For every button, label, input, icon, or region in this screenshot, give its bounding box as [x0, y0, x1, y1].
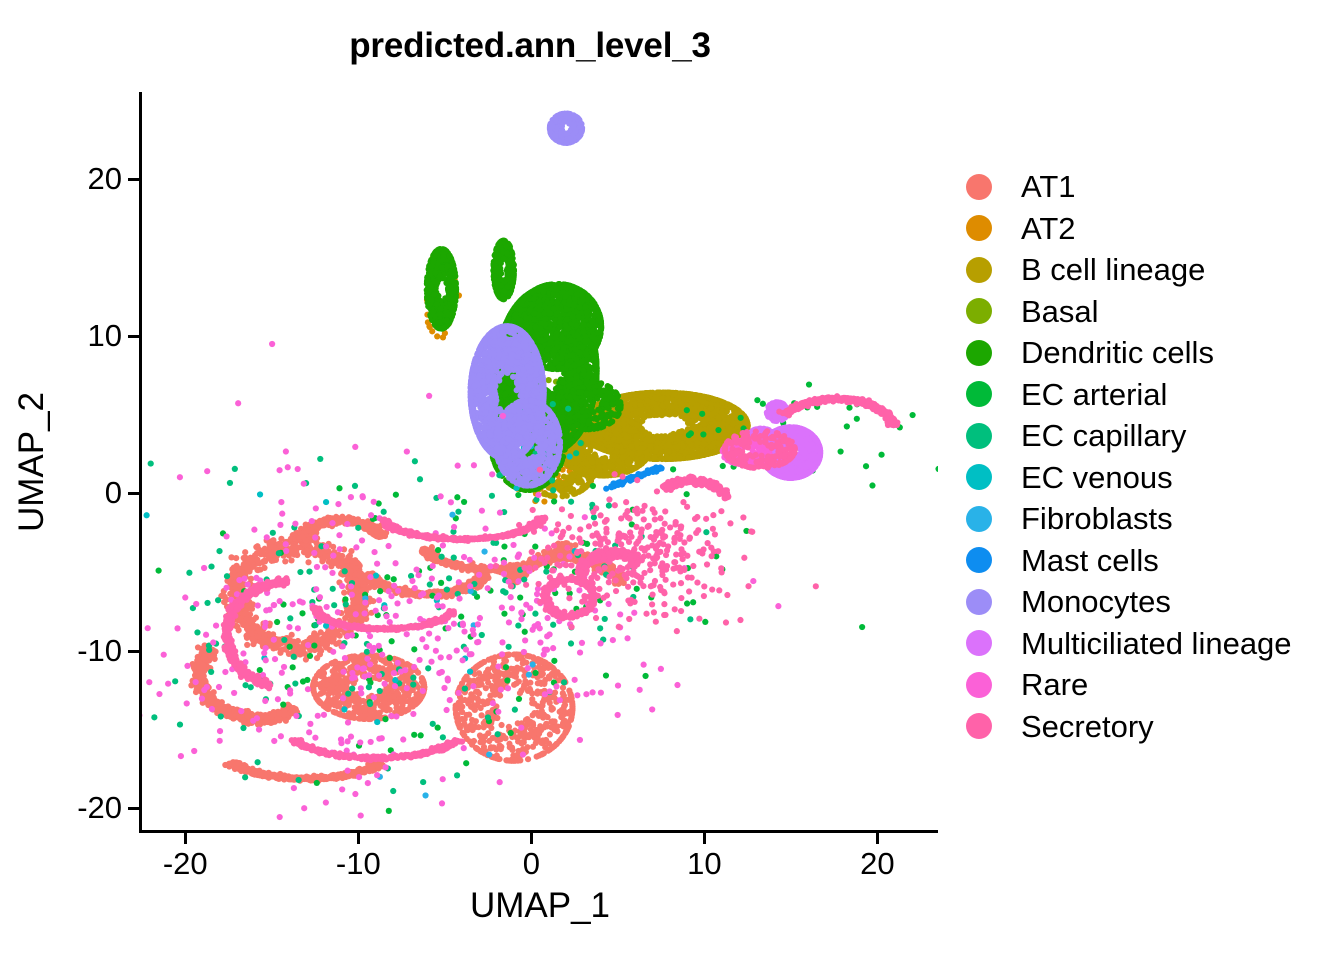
page-title: predicted.ann_level_3: [349, 26, 711, 65]
legend-item-ec-capillary[interactable]: EC capillary: [966, 415, 1344, 457]
legend-key-dot-icon: [966, 215, 992, 242]
legend-item-secretory[interactable]: Secretory: [966, 706, 1344, 748]
x-axis-title: UMAP_1: [469, 886, 611, 925]
legend-key-dot-icon: [966, 381, 992, 408]
legend-item-rare[interactable]: Rare: [966, 664, 1344, 706]
y-tick-mark: [128, 807, 139, 811]
legend-key-dot-icon: [966, 505, 992, 532]
legend-key-dot-icon: [966, 713, 992, 740]
x-tick-label: -10: [335, 846, 381, 881]
x-tick-label: -20: [162, 846, 208, 881]
legend-item-label: Rare: [1021, 667, 1089, 703]
y-tick-label: 0: [104, 475, 122, 511]
x-tick-label: 0: [522, 846, 540, 881]
legend-key-dot-icon: [966, 422, 992, 449]
legend-item-label: Secretory: [1021, 708, 1154, 744]
y-tick-mark: [128, 177, 139, 181]
x-axis-line: [139, 830, 938, 833]
y-tick-label: -10: [77, 632, 122, 668]
legend-key-dot-icon: [966, 298, 992, 325]
legend-item-label: AT1: [1021, 169, 1076, 205]
legend-key-dot-icon: [966, 547, 992, 574]
legend-item-at1[interactable]: AT1: [966, 166, 1344, 208]
legend-item-label: Monocytes: [1021, 584, 1171, 620]
x-tick-mark: [184, 833, 188, 844]
legend-key-dot-icon: [966, 256, 992, 283]
legend-item-multiciliated-lineage[interactable]: Multiciliated lineage: [966, 623, 1344, 665]
legend-item-dendritic-cells[interactable]: Dendritic cells: [966, 332, 1344, 374]
legend-key-dot-icon: [966, 464, 992, 491]
legend-item-ec-venous[interactable]: EC venous: [966, 457, 1344, 499]
y-tick-mark: [128, 492, 139, 496]
legend-key-dot-icon: [966, 173, 992, 200]
y-tick-label: 20: [87, 160, 122, 196]
x-tick-mark: [876, 833, 880, 844]
legend-item-label: Basal: [1021, 293, 1099, 329]
legend-item-label: AT2: [1021, 210, 1076, 246]
x-tick-mark: [357, 833, 361, 844]
y-axis-title: UMAP_2: [12, 391, 51, 533]
legend-item-fibroblasts[interactable]: Fibroblasts: [966, 498, 1344, 540]
plot-panel: [142, 92, 938, 832]
legend-key-dot-icon: [966, 588, 992, 615]
legend-key-dot-icon: [966, 339, 992, 366]
x-tick-mark: [530, 833, 534, 844]
legend-item-ec-arterial[interactable]: EC arterial: [966, 374, 1344, 416]
legend: AT1 AT2 B cell lineage Basal Dendritic cells…: [966, 166, 1344, 747]
y-tick-label: -20: [77, 790, 122, 826]
legend-key-dot-icon: [966, 630, 992, 657]
legend-key-dot-icon: [966, 671, 992, 698]
legend-item-label: EC capillary: [1021, 418, 1187, 454]
x-tick-label: 20: [860, 846, 895, 881]
legend-item-mast-cells[interactable]: Mast cells: [966, 540, 1344, 582]
legend-item-label: Multiciliated lineage: [1021, 625, 1292, 661]
legend-item-b-cell-lineage[interactable]: B cell lineage: [966, 249, 1344, 291]
legend-item-label: EC venous: [1021, 459, 1173, 495]
x-tick-label: 10: [687, 846, 722, 881]
legend-item-label: B cell lineage: [1021, 252, 1206, 288]
y-tick-mark: [128, 649, 139, 653]
legend-item-label: Dendritic cells: [1021, 335, 1214, 371]
y-tick-label: 10: [87, 318, 122, 354]
legend-item-label: Fibroblasts: [1021, 501, 1173, 537]
legend-item-at2[interactable]: AT2: [966, 208, 1344, 250]
legend-item-monocytes[interactable]: Monocytes: [966, 581, 1344, 623]
legend-item-basal[interactable]: Basal: [966, 291, 1344, 333]
legend-item-label: EC arterial: [1021, 376, 1168, 412]
scatter-plot-canvas: [142, 92, 938, 832]
y-axis-line: [139, 92, 142, 833]
y-tick-mark: [128, 335, 139, 339]
x-tick-mark: [703, 833, 707, 844]
legend-item-label: Mast cells: [1021, 542, 1159, 578]
